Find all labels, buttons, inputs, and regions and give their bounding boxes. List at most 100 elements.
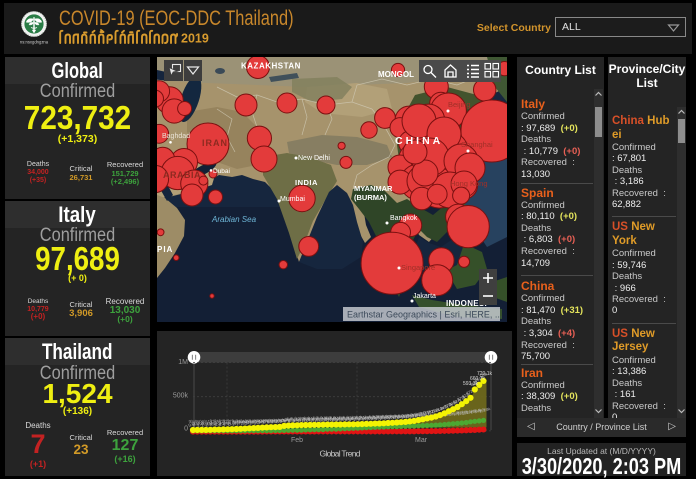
svg-text:Arabian Sea: Arabian Sea [211, 215, 257, 224]
svg-text:Dubai: Dubai [213, 168, 230, 175]
svg-text:8.2k: 8.2k [218, 420, 227, 427]
svg-text:85.2k: 85.2k [353, 414, 364, 422]
svg-text:4.7k: 4.7k [275, 418, 283, 424]
svg-text:2.1k: 2.1k [201, 421, 210, 428]
svg-text:126k: 126k [405, 412, 415, 419]
svg-text:69.2k: 69.2k [292, 415, 303, 423]
svg-text:17.4k: 17.4k [235, 419, 246, 427]
svg-text:480: 480 [236, 419, 243, 425]
svg-text:53.9k: 53.9k [375, 414, 385, 420]
svg-text:42.1k: 42.1k [357, 415, 367, 421]
svg-text:60.3k: 60.3k [279, 416, 290, 424]
svg-text:337k: 337k [452, 397, 462, 404]
svg-text:122.1k: 122.1k [461, 409, 473, 416]
svg-text:Global Trend: Global Trend [320, 449, 361, 459]
svg-text:5.7k: 5.7k [279, 418, 287, 424]
svg-text:10.9k: 10.9k [297, 417, 307, 423]
svg-text:102k: 102k [383, 413, 393, 420]
svg-text:170: 170 [219, 419, 226, 425]
svg-text:0.9k: 0.9k [192, 421, 201, 428]
svg-text:39.8k: 39.8k [353, 415, 363, 421]
svg-text:Feb: Feb [291, 437, 303, 444]
svg-text:9.4k: 9.4k [292, 418, 300, 424]
svg-text:6.7k: 6.7k [284, 418, 292, 424]
svg-text:14.5k: 14.5k [231, 419, 242, 427]
svg-text:Mar: Mar [415, 437, 428, 444]
svg-text:156k: 156k [418, 410, 428, 417]
svg-text:Baghdad: Baghdad [162, 133, 190, 140]
svg-text:Hong Kong: Hong Kong [450, 179, 488, 188]
svg-text:14.4k: 14.4k [305, 417, 315, 423]
svg-text:23.4k: 23.4k [327, 416, 337, 422]
svg-text:Singapore: Singapore [401, 263, 435, 272]
svg-text:40: 40 [193, 419, 198, 424]
svg-text:ns:nsxgdngzna: ns:nsxgdngzna [20, 40, 49, 45]
svg-text:30.3k: 30.3k [340, 416, 350, 422]
svg-text:98.4k: 98.4k [379, 413, 390, 421]
svg-text:114k: 114k [396, 413, 406, 420]
svg-text:0.6k: 0.6k [188, 421, 197, 428]
svg-text:2.1k: 2.1k [258, 418, 266, 424]
svg-text:11.9k: 11.9k [227, 419, 238, 427]
svg-text:80.9k: 80.9k [335, 414, 346, 422]
svg-text:75.9k: 75.9k [418, 413, 428, 419]
svg-text:1.5k: 1.5k [253, 418, 261, 424]
svg-text:660.7k: 660.7k [470, 376, 486, 382]
svg-text:Beijing: Beijing [448, 100, 471, 109]
svg-text:305k: 305k [448, 400, 458, 407]
svg-text:45.2k: 45.2k [274, 417, 285, 425]
svg-text:KAZAKHSTAN: KAZAKHSTAN [241, 62, 301, 71]
svg-text:64.4k: 64.4k [283, 416, 294, 424]
svg-text:720.1k: 720.1k [477, 371, 493, 377]
svg-text:20.6k: 20.6k [240, 419, 251, 427]
svg-text:Bangkok: Bangkok [390, 215, 418, 222]
svg-text:90.9k: 90.9k [366, 414, 377, 422]
svg-text:77.8k: 77.8k [318, 415, 329, 423]
svg-text:83.1k: 83.1k [344, 414, 355, 422]
svg-text:593.3k: 593.3k [463, 381, 479, 387]
svg-text:48.2k: 48.2k [366, 415, 376, 421]
svg-text:4.0k: 4.0k [271, 418, 279, 424]
svg-text:INDIA: INDIA [295, 178, 318, 187]
svg-text:62.1k: 62.1k [392, 414, 402, 420]
svg-text:76.7k: 76.7k [313, 415, 324, 423]
svg-text:50: 50 [197, 419, 202, 424]
svg-text:108.5k: 108.5k [453, 410, 465, 417]
svg-text:64.0k: 64.0k [396, 414, 406, 420]
svg-text:110k: 110k [392, 413, 402, 420]
svg-text:340: 340 [232, 419, 239, 425]
svg-text:146k: 146k [413, 410, 423, 417]
svg-text:182k: 182k [426, 408, 436, 415]
svg-text:98.3k: 98.3k [444, 411, 454, 417]
svg-text:ARABIA: ARABIA [163, 170, 201, 180]
svg-text:131.6k: 131.6k [466, 408, 478, 415]
svg-text:25.2k: 25.2k [331, 416, 341, 422]
svg-text:170k: 170k [422, 409, 432, 416]
svg-text:12.6k: 12.6k [301, 417, 311, 423]
svg-text:73.3k: 73.3k [300, 415, 311, 423]
svg-text:139.4k: 139.4k [470, 408, 482, 415]
svg-text:640: 640 [240, 419, 247, 425]
svg-text:130: 130 [210, 419, 217, 425]
svg-text:270: 270 [227, 419, 234, 425]
svg-text:119k: 119k [400, 412, 410, 419]
svg-text:198k: 198k [431, 407, 441, 414]
svg-text:5.6k: 5.6k [209, 420, 218, 427]
svg-text:75.7k: 75.7k [309, 415, 320, 423]
svg-text:6.2k: 6.2k [214, 420, 223, 427]
svg-text:33.3k: 33.3k [344, 416, 354, 422]
svg-text:Mumbai: Mumbai [280, 196, 305, 203]
svg-text:0: 0 [184, 426, 188, 433]
svg-text:276k: 276k [444, 402, 454, 409]
svg-text:INDONESI: INDONESI [446, 299, 487, 308]
svg-text:18.2k: 18.2k [314, 417, 324, 423]
svg-text:103.4k: 103.4k [448, 410, 460, 417]
svg-text:Shanghai: Shanghai [461, 140, 493, 149]
svg-text:51.2k: 51.2k [370, 414, 380, 420]
svg-text:75.1k: 75.1k [305, 415, 316, 423]
svg-text:82.1k: 82.1k [340, 414, 351, 422]
svg-text:IRAN: IRAN [202, 138, 228, 148]
svg-text:9.9k: 9.9k [222, 420, 231, 427]
svg-text:27.9k: 27.9k [336, 416, 346, 422]
svg-text:MYANMAR: MYANMAR [354, 184, 393, 193]
